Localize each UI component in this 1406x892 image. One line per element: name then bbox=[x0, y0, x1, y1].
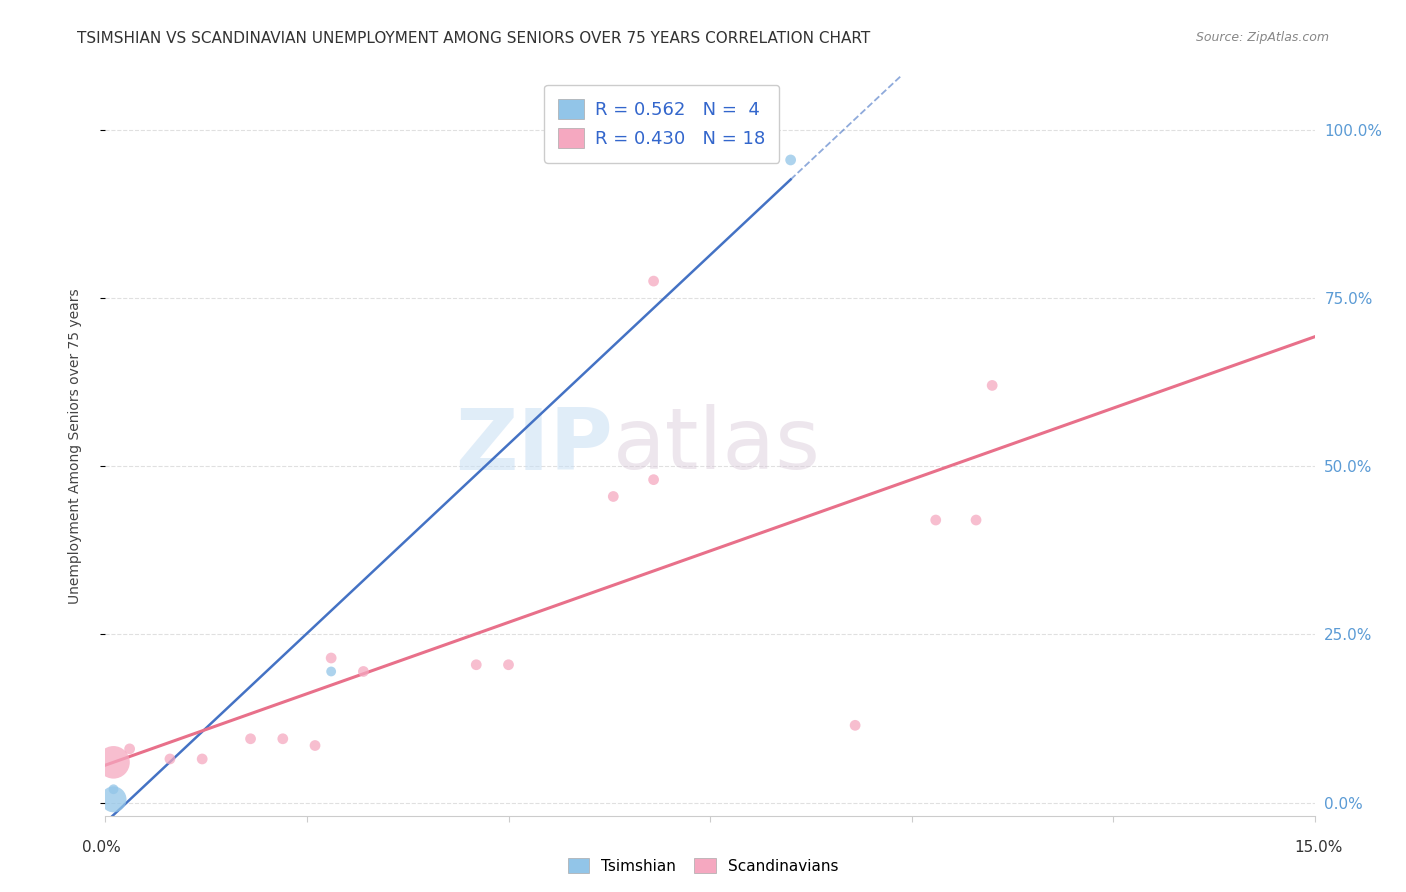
Point bbox=[965, 513, 987, 527]
Point bbox=[321, 665, 343, 679]
Point bbox=[643, 473, 665, 487]
Point bbox=[602, 490, 624, 504]
Text: atlas: atlas bbox=[613, 404, 821, 488]
Point bbox=[159, 752, 181, 766]
Point bbox=[981, 378, 1004, 392]
Point bbox=[465, 657, 488, 672]
Point bbox=[925, 513, 948, 527]
Legend: Tsimshian, Scandinavians: Tsimshian, Scandinavians bbox=[561, 852, 845, 880]
Point bbox=[103, 782, 125, 797]
Point bbox=[844, 718, 866, 732]
Legend: R = 0.562   N =  4, R = 0.430   N = 18: R = 0.562 N = 4, R = 0.430 N = 18 bbox=[544, 85, 779, 162]
Text: 0.0%: 0.0% bbox=[82, 840, 121, 855]
Point bbox=[779, 153, 801, 167]
Point bbox=[191, 752, 214, 766]
Y-axis label: Unemployment Among Seniors over 75 years: Unemployment Among Seniors over 75 years bbox=[67, 288, 82, 604]
Point bbox=[321, 651, 343, 665]
Text: ZIP: ZIP bbox=[456, 404, 613, 488]
Point bbox=[498, 657, 520, 672]
Point bbox=[643, 274, 665, 288]
Text: 15.0%: 15.0% bbox=[1295, 840, 1343, 855]
Point bbox=[239, 731, 262, 746]
Point bbox=[271, 731, 294, 746]
Point bbox=[103, 792, 125, 806]
Text: Source: ZipAtlas.com: Source: ZipAtlas.com bbox=[1195, 31, 1329, 45]
Point bbox=[352, 665, 374, 679]
Point bbox=[304, 739, 326, 753]
Text: TSIMSHIAN VS SCANDINAVIAN UNEMPLOYMENT AMONG SENIORS OVER 75 YEARS CORRELATION C: TSIMSHIAN VS SCANDINAVIAN UNEMPLOYMENT A… bbox=[77, 31, 870, 46]
Point bbox=[103, 756, 125, 770]
Point bbox=[118, 742, 141, 756]
